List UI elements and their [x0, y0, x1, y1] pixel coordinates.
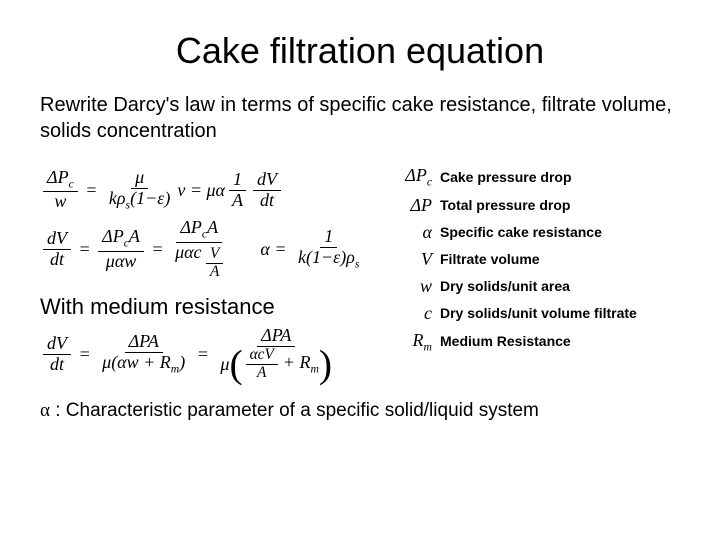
legend-row: RmMedium Resistance: [390, 327, 680, 357]
legend-desc: Medium Resistance: [436, 327, 680, 357]
equations-column: ΔPcw = μkρs(1−ε) ν = μα 1A dVdt dVdt = Δ…: [40, 162, 380, 388]
legend-row: wDry solids/unit area: [390, 273, 680, 300]
slide: Cake filtration equation Rewrite Darcy's…: [0, 0, 720, 442]
legend-symbol: Rm: [390, 327, 436, 357]
footer-note: α : Characteristic parameter of a specif…: [40, 400, 680, 422]
legend-desc: Dry solids/unit area: [436, 273, 680, 300]
legend-row: VFiltrate volume: [390, 246, 680, 273]
legend-desc: Filtrate volume: [436, 246, 680, 273]
equation-medium: dVdt = ΔPAμ(αw + Rm) = ΔPA μ( αcVA + Rm …: [40, 326, 380, 381]
legend-symbol: w: [390, 273, 436, 300]
content-row: ΔPcw = μkρs(1−ε) ν = μα 1A dVdt dVdt = Δ…: [40, 162, 680, 388]
legend-row: αSpecific cake resistance: [390, 219, 680, 246]
page-title: Cake filtration equation: [40, 30, 680, 72]
legend-symbol: V: [390, 246, 436, 273]
intro-text: Rewrite Darcy's law in terms of specific…: [40, 92, 680, 144]
footer-text: : Characteristic parameter of a specific…: [50, 400, 539, 421]
legend-row: cDry solids/unit volume filtrate: [390, 300, 680, 327]
legend-symbol: c: [390, 300, 436, 327]
legend-row: ΔPTotal pressure drop: [390, 192, 680, 219]
legend-desc: Specific cake resistance: [436, 219, 680, 246]
equation-dvdt: dVdt = ΔPcAμαw = ΔPcA μαc VA α = 1k(1−ε)…: [40, 218, 380, 280]
legend-column: ΔPcCake pressure dropΔPTotal pressure dr…: [390, 162, 680, 388]
legend-desc: Total pressure drop: [436, 192, 680, 219]
legend-desc: Cake pressure drop: [436, 162, 680, 192]
legend-desc: Dry solids/unit volume filtrate: [436, 300, 680, 327]
legend-row: ΔPcCake pressure drop: [390, 162, 680, 192]
legend-symbol: ΔPc: [390, 162, 436, 192]
subhead-medium-resistance: With medium resistance: [40, 294, 380, 320]
legend-symbol: α: [390, 219, 436, 246]
alpha-symbol: α: [40, 400, 50, 421]
legend-table: ΔPcCake pressure dropΔPTotal pressure dr…: [390, 162, 680, 356]
equation-darcy: ΔPcw = μkρs(1−ε) ν = μα 1A dVdt: [40, 168, 380, 212]
legend-symbol: ΔP: [390, 192, 436, 219]
